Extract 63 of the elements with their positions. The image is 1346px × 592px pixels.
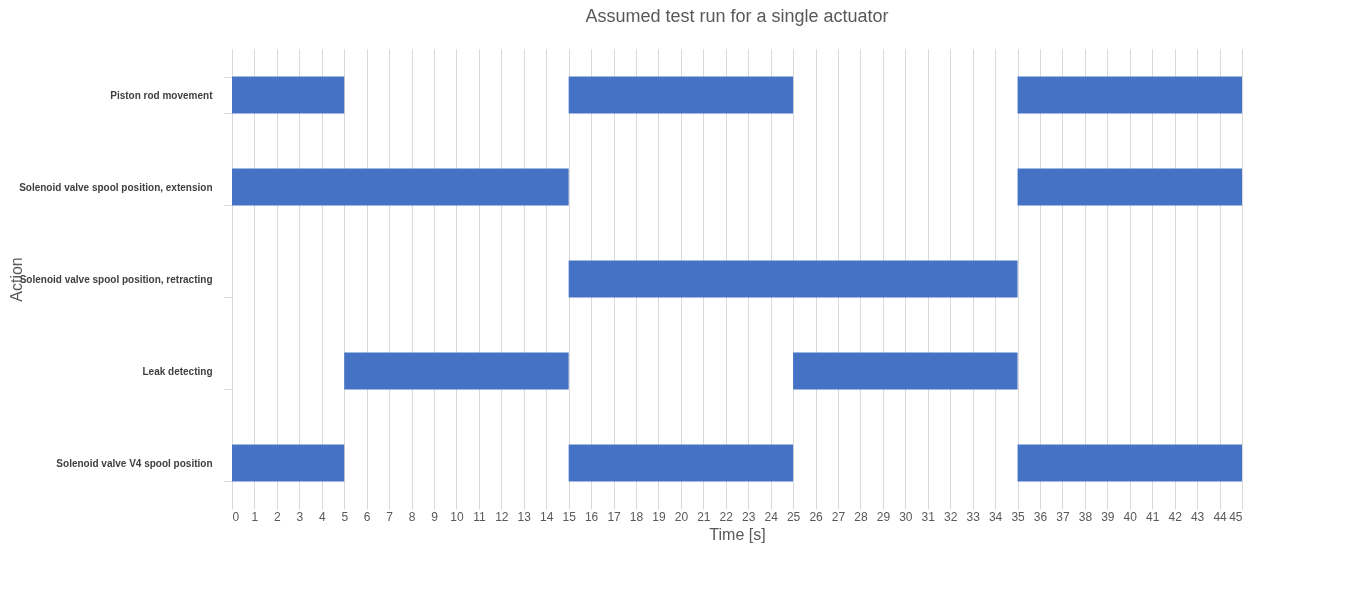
bar xyxy=(232,444,345,482)
x-tick-label: 40 xyxy=(1123,509,1138,524)
bar xyxy=(568,444,794,482)
x-tick-label: 17 xyxy=(607,509,622,524)
x-tick-label: 13 xyxy=(517,509,532,524)
x-tick-label: 29 xyxy=(876,509,891,524)
y-tick-label: Piston rod movement xyxy=(110,89,214,101)
x-tick-label: 21 xyxy=(697,509,711,524)
x-tick-label: 0 xyxy=(232,509,240,524)
x-tick-label: 11 xyxy=(473,509,486,524)
x-tick-label: 43 xyxy=(1190,509,1205,524)
x-tick-label: 26 xyxy=(809,509,824,524)
chart-title: Assumed test run for a single actuator xyxy=(585,6,889,26)
x-tick-label: 34 xyxy=(988,509,1003,524)
y-tick-label: Leak detecting xyxy=(142,365,213,377)
bar xyxy=(568,260,1018,298)
x-tick-label: 16 xyxy=(584,509,599,524)
x-tick-label: 42 xyxy=(1168,509,1183,524)
bar xyxy=(232,76,345,114)
x-tick-label: 5 xyxy=(341,509,349,524)
x-tick-label: 9 xyxy=(431,509,439,524)
x-tick-label: 32 xyxy=(944,509,958,524)
x-tick-label: 23 xyxy=(742,509,756,524)
x-tick-label: 25 xyxy=(786,509,801,524)
x-tick-label: 28 xyxy=(854,509,868,524)
x-tick-label: 19 xyxy=(652,509,666,524)
x-tick-label: 44 xyxy=(1213,509,1228,524)
x-tick-label: 27 xyxy=(831,509,846,524)
x-tick-label: 7 xyxy=(386,509,394,524)
x-tick-label: 20 xyxy=(674,509,689,524)
y-tick-label: Solenoid valve spool position, extension xyxy=(19,181,213,193)
x-tick-label: 15 xyxy=(562,509,577,524)
y-tick-label: Solenoid valve V4 spool position xyxy=(56,457,213,469)
x-tick-label: 33 xyxy=(966,509,981,524)
x-tick-label: 12 xyxy=(495,509,509,524)
x-tick-label: 31 xyxy=(921,509,936,524)
x-tick-label: 39 xyxy=(1101,509,1115,524)
bar xyxy=(568,76,794,114)
bar xyxy=(344,352,569,390)
x-tick-label: 30 xyxy=(899,509,913,524)
bar xyxy=(1017,76,1242,114)
x-tick-label: 36 xyxy=(1033,509,1048,524)
x-tick-label: 8 xyxy=(408,509,416,524)
x-tick-label: 6 xyxy=(363,509,371,524)
x-tick-label: 10 xyxy=(450,509,464,524)
x-tick-label: 38 xyxy=(1078,509,1093,524)
x-tick-label: 41 xyxy=(1146,509,1160,524)
x-tick-label: 18 xyxy=(629,509,644,524)
x-tick-label: 2 xyxy=(274,509,282,524)
bar xyxy=(793,352,1018,390)
x-tick-label: 24 xyxy=(764,509,779,524)
bar xyxy=(232,168,569,206)
x-tick-label: 37 xyxy=(1056,509,1070,524)
bar xyxy=(1017,444,1242,482)
x-axis-title: Time [s] xyxy=(709,525,766,543)
x-tick-label: 4 xyxy=(318,509,326,524)
x-tick-label: 45 xyxy=(1229,509,1243,524)
bar xyxy=(1017,168,1242,206)
x-tick-label: 22 xyxy=(719,509,734,524)
x-tick-label: 3 xyxy=(296,509,304,524)
x-tick-label: 1 xyxy=(251,509,259,524)
x-tick-label: 14 xyxy=(540,509,554,524)
x-tick-label: 35 xyxy=(1011,509,1026,524)
